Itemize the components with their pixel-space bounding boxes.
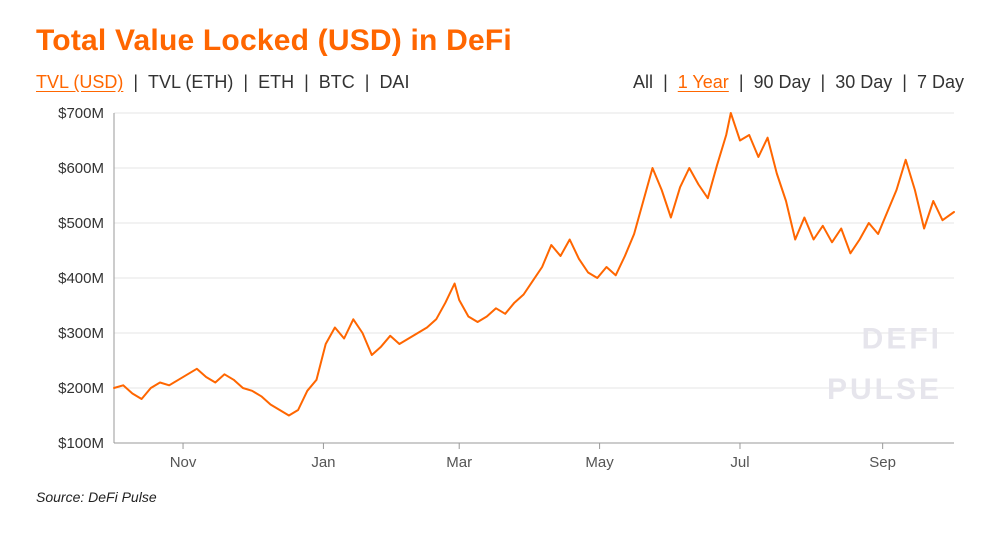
svg-text:PULSE: PULSE: [827, 373, 942, 406]
range-tab-90-day[interactable]: 90 Day: [754, 72, 811, 93]
source-attribution: Source: DeFi Pulse: [36, 489, 964, 505]
x-axis-labels: Nov Jan Mar May Jul Sep: [170, 443, 896, 471]
range-tab-1-year[interactable]: 1 Year: [678, 72, 729, 93]
page-title: Total Value Locked (USD) in DeFi: [36, 24, 964, 58]
tab-separator: |: [821, 72, 826, 93]
svg-text:Jul: Jul: [730, 454, 749, 471]
tab-separator: |: [365, 72, 370, 93]
tab-separator: |: [663, 72, 668, 93]
range-tabs: All | 1 Year | 90 Day | 30 Day | 7 Day: [633, 72, 964, 93]
metric-tabs: TVL (USD) | TVL (ETH) | ETH | BTC | DAI: [36, 72, 409, 93]
range-tab-30-day[interactable]: 30 Day: [835, 72, 892, 93]
svg-text:$100M: $100M: [58, 435, 104, 452]
svg-text:May: May: [585, 454, 614, 471]
tabs-row: TVL (USD) | TVL (ETH) | ETH | BTC | DAI All | 1 Ye…: [36, 72, 964, 93]
metric-tab-tvl-usd[interactable]: TVL (USD): [36, 72, 123, 93]
metric-tab-dai[interactable]: DAI: [379, 72, 409, 93]
tab-separator: |: [304, 72, 309, 93]
tab-separator: |: [902, 72, 907, 93]
y-axis-labels: $100M $200M $300M $400M $500M $600M $700M: [58, 105, 104, 452]
svg-text:Nov: Nov: [170, 454, 197, 471]
svg-text:$700M: $700M: [58, 105, 104, 122]
svg-text:$500M: $500M: [58, 215, 104, 232]
tab-separator: |: [243, 72, 248, 93]
svg-text:$600M: $600M: [58, 160, 104, 177]
svg-text:$300M: $300M: [58, 325, 104, 342]
svg-text:DEFI: DEFI: [862, 322, 942, 355]
metric-tab-eth[interactable]: ETH: [258, 72, 294, 93]
svg-text:$200M: $200M: [58, 380, 104, 397]
svg-text:$400M: $400M: [58, 270, 104, 287]
tab-separator: |: [133, 72, 138, 93]
metric-tab-tvl-eth[interactable]: TVL (ETH): [148, 72, 233, 93]
tvl-line-series: [114, 113, 954, 416]
watermark: DEFI PULSE: [827, 322, 942, 406]
range-tab-7-day[interactable]: 7 Day: [917, 72, 964, 93]
metric-tab-btc[interactable]: BTC: [319, 72, 355, 93]
tvl-chart: $100M $200M $300M $400M $500M $600M $700M Nov Ja…: [36, 103, 964, 483]
chart-svg: $100M $200M $300M $400M $500M $600M $700M Nov Ja…: [36, 103, 964, 483]
tab-separator: |: [739, 72, 744, 93]
range-tab-all[interactable]: All: [633, 72, 653, 93]
svg-text:Jan: Jan: [311, 454, 335, 471]
svg-text:Sep: Sep: [869, 454, 896, 471]
svg-text:Mar: Mar: [446, 454, 472, 471]
